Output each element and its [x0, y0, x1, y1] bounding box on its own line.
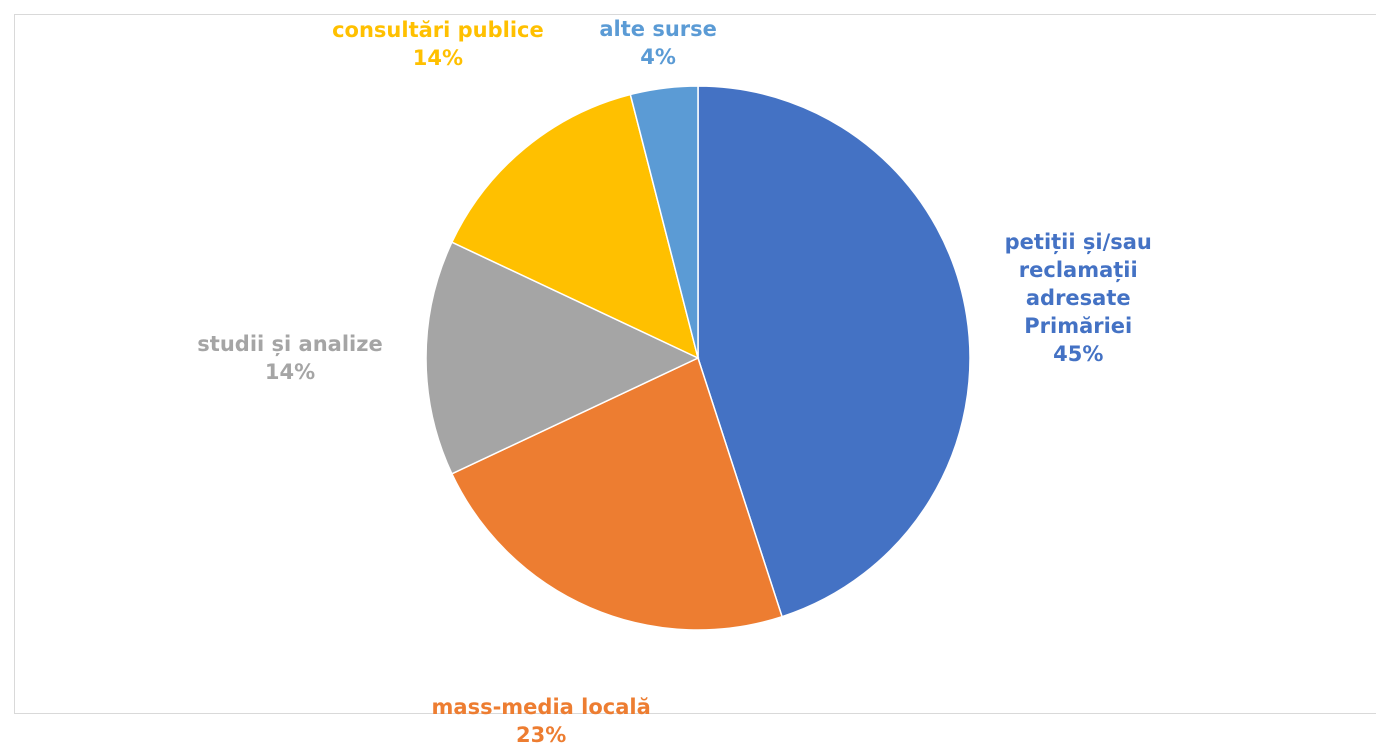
- data-label: mass-media locală 23%: [432, 693, 651, 749]
- pie-slice: [450, 356, 783, 631]
- pie-slice: [697, 85, 971, 618]
- value-label: 14%: [412, 45, 464, 70]
- pie-slice: [450, 93, 700, 360]
- category-label: petiții și/sau reclamații adresate Primă…: [1004, 229, 1152, 338]
- pie-slice: [425, 241, 700, 475]
- category-label: consultări publice: [332, 17, 544, 42]
- category-label: alte surse: [599, 16, 717, 41]
- category-label: mass-media locală: [431, 694, 651, 719]
- chart: [425, 85, 971, 631]
- data-label: alte surse 4%: [599, 15, 717, 71]
- data-label: studii și analize 14%: [197, 330, 382, 386]
- value-label: 23%: [515, 722, 567, 747]
- value-label: 4%: [640, 44, 676, 69]
- value-label: 14%: [264, 360, 316, 384]
- value-label: 45%: [1053, 341, 1104, 366]
- pie-slice: [629, 85, 699, 359]
- category-label: studii și analize: [197, 332, 383, 356]
- page: petiții și/sau reclamații adresate Primă…: [14, 14, 1376, 747]
- data-label: petiții și/sau reclamații adresate Primă…: [978, 228, 1178, 368]
- data-label: consultări publice 14%: [332, 16, 544, 72]
